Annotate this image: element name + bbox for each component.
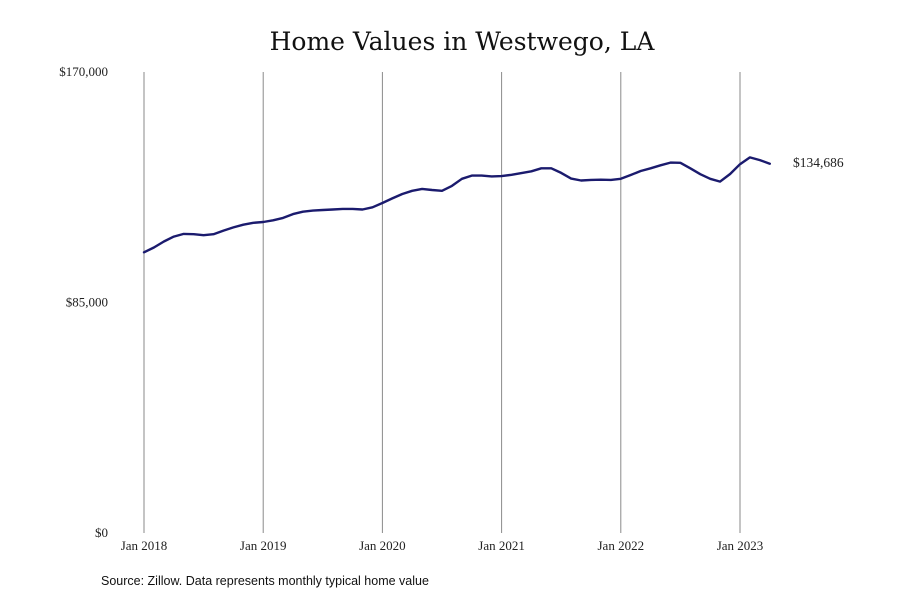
x-tick-label: Jan 2019	[240, 538, 287, 553]
series-group	[142, 156, 771, 254]
x-tick-label: Jan 2023	[717, 538, 764, 553]
x-axis-ticks: Jan 2018 Jan 2019 Jan 2020 Jan 2021 Jan 2022…	[121, 538, 764, 553]
end-value-label: $134,686	[793, 155, 844, 170]
chart-title: Home Values in Westwego, LA	[270, 27, 656, 56]
x-tick-label: Jan 2022	[598, 538, 645, 553]
x-tick-label: Jan 2021	[478, 538, 525, 553]
y-tick-label: $170,000	[59, 64, 108, 79]
y-axis-ticks: $0 $85,000 $170,000	[59, 64, 108, 540]
vertical-gridlines	[143, 72, 741, 533]
y-tick-label: $85,000	[66, 295, 108, 310]
x-tick-label: Jan 2020	[359, 538, 406, 553]
x-tick-label: Jan 2018	[121, 538, 168, 553]
series-line-0	[142, 156, 771, 254]
y-tick-label: $0	[95, 525, 108, 540]
source-note: Source: Zillow. Data represents monthly …	[101, 574, 429, 588]
